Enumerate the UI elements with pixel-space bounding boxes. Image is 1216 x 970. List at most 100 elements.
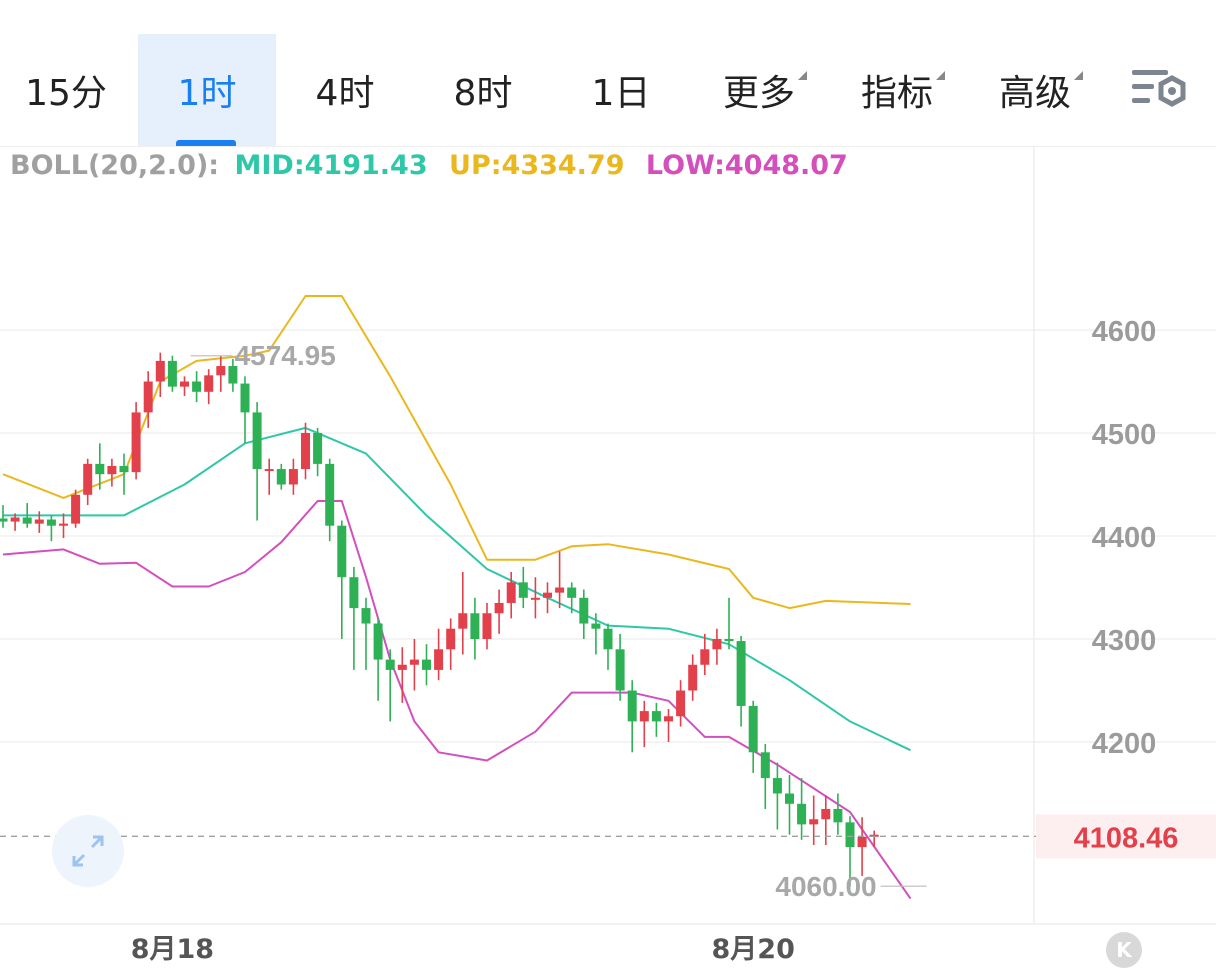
tab-7[interactable]: 高级 xyxy=(966,34,1104,146)
candle-body xyxy=(34,519,44,524)
candle-body xyxy=(700,649,710,665)
active-tab-underline xyxy=(176,140,236,146)
tab-label: 1时 xyxy=(177,73,237,114)
y-tick-label: 4500 xyxy=(1092,419,1157,451)
candle-body xyxy=(518,582,528,598)
candle-body xyxy=(724,639,734,642)
boll-up: UP:4334.79 xyxy=(449,150,625,181)
candle-body xyxy=(506,582,516,603)
tab-0[interactable]: 15分 xyxy=(0,34,132,146)
candle-body xyxy=(0,518,8,522)
dropdown-caret-icon xyxy=(1074,71,1083,80)
candle-body xyxy=(301,433,310,470)
candle-body xyxy=(857,836,867,848)
tab-4[interactable]: 1日 xyxy=(552,34,690,146)
tab-label: 更多 xyxy=(723,64,807,116)
boll-indicator-readout: BOLL(20,2.0): MID:4191.43 UP:4334.79 LOW… xyxy=(10,150,860,181)
candle-body xyxy=(446,628,456,650)
tab-label: 8时 xyxy=(453,73,513,114)
candle-body xyxy=(119,465,129,473)
boll-mid-line xyxy=(3,426,911,752)
x-tick-label: 8月18 xyxy=(131,934,214,965)
candle-body xyxy=(470,613,480,639)
chart-settings-icon xyxy=(1132,70,1186,107)
current-price-label: 4108.46 xyxy=(1074,822,1179,854)
expand-button[interactable] xyxy=(52,815,124,887)
candle-body xyxy=(603,628,613,650)
dropdown-caret-icon xyxy=(798,71,807,80)
candle-body xyxy=(409,659,419,665)
boll-name: BOLL(20,2.0): xyxy=(10,150,220,181)
candle-body xyxy=(639,711,649,722)
candle-body xyxy=(712,639,722,650)
x-tick-label: 8月20 xyxy=(712,934,795,965)
candle-body xyxy=(748,705,758,753)
y-tick-label: 4400 xyxy=(1092,522,1157,554)
candle-body xyxy=(530,597,540,600)
candle-body xyxy=(83,463,93,495)
candle-body xyxy=(664,716,673,722)
tab-6[interactable]: 指标 xyxy=(828,34,966,146)
candle-body xyxy=(361,608,371,624)
candle-body xyxy=(760,752,770,779)
candle-body xyxy=(555,587,565,593)
candle-body xyxy=(71,494,81,524)
candle-body xyxy=(167,360,177,387)
y-tick-label: 4300 xyxy=(1092,625,1157,657)
candle-body xyxy=(276,469,286,485)
tab-label: 15分 xyxy=(25,73,107,114)
candle-body xyxy=(482,613,492,639)
boll-mid: MID:4191.43 xyxy=(234,150,428,181)
candle-body xyxy=(131,412,141,473)
candle-body xyxy=(349,577,359,609)
dropdown-caret-icon xyxy=(936,71,945,80)
candle-body xyxy=(325,463,335,526)
candle-body xyxy=(627,690,637,722)
tab-label: 高级 xyxy=(999,64,1083,116)
tab-label: 1日 xyxy=(591,73,651,114)
candle-body xyxy=(95,463,105,475)
candle-body xyxy=(736,641,746,706)
candle-body xyxy=(651,711,661,722)
candle-body xyxy=(785,793,794,804)
candle-body xyxy=(591,623,601,629)
high-marker-label: 4574.95 xyxy=(235,340,336,371)
tab-5[interactable]: 更多 xyxy=(690,34,828,146)
tab-label: 4时 xyxy=(315,73,375,114)
candle-body xyxy=(288,469,298,485)
chart-settings-button[interactable] xyxy=(1128,64,1188,114)
low-marker-label: 4060.00 xyxy=(775,871,876,902)
candle-body xyxy=(615,649,625,691)
candle-body xyxy=(845,822,855,848)
boll-lower-line xyxy=(2,500,912,900)
candle-body xyxy=(422,659,431,670)
k-line-icon: K xyxy=(1116,938,1132,962)
candle-body xyxy=(252,412,262,470)
y-tick-label: 4200 xyxy=(1092,728,1157,760)
candle-body xyxy=(833,808,843,823)
candle-body xyxy=(543,592,552,598)
boll-low: LOW:4048.07 xyxy=(645,150,848,181)
tab-3[interactable]: 8时 xyxy=(414,34,552,146)
candle-body xyxy=(579,597,589,624)
candle-body xyxy=(180,381,189,387)
candle-body xyxy=(676,690,686,717)
candle-body xyxy=(397,664,407,670)
candle-body xyxy=(240,383,250,413)
tab-2[interactable]: 4时 xyxy=(276,34,414,146)
candle-body xyxy=(107,465,117,475)
candle-body xyxy=(192,381,202,392)
current-price-tag xyxy=(1036,814,1216,859)
candle-body xyxy=(59,523,68,526)
candle-body xyxy=(385,659,395,670)
candle-body xyxy=(313,433,323,464)
k-line-button[interactable]: K xyxy=(1106,932,1142,968)
candle-body xyxy=(458,613,468,629)
tab-1[interactable]: 1时 xyxy=(138,34,276,146)
candle-body xyxy=(46,519,56,526)
y-tick-label: 4600 xyxy=(1092,316,1157,348)
candle-body xyxy=(688,664,698,691)
candle-body xyxy=(373,623,383,660)
candle-body xyxy=(809,819,819,825)
